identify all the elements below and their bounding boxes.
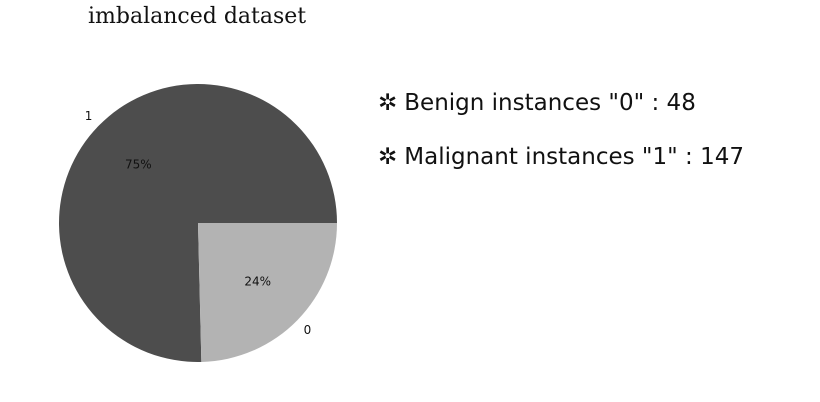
benign-count-line: ✲ Benign instances "0" : 48 <box>378 90 696 116</box>
malignant-count-text: Malignant instances "1" : 147 <box>404 144 744 170</box>
benign-count-text: Benign instances "0" : 48 <box>404 90 696 116</box>
malignant-count-line: ✲ Malignant instances "1" : 147 <box>378 144 744 170</box>
pie-slices <box>58 84 337 363</box>
asterisk-icon: ✲ <box>378 90 398 116</box>
pie-slice-0 <box>198 223 337 362</box>
pie-pct-label-0: 24% <box>244 274 271 288</box>
chart-title: imbalanced dataset <box>88 4 307 29</box>
pie-category-label-1: 1 <box>85 109 93 123</box>
pie-labels: 75% 1 24% 0 <box>85 109 311 337</box>
pie-pct-label-1: 75% <box>125 158 152 172</box>
asterisk-icon: ✲ <box>378 144 398 170</box>
pie-category-label-0: 0 <box>304 323 312 337</box>
